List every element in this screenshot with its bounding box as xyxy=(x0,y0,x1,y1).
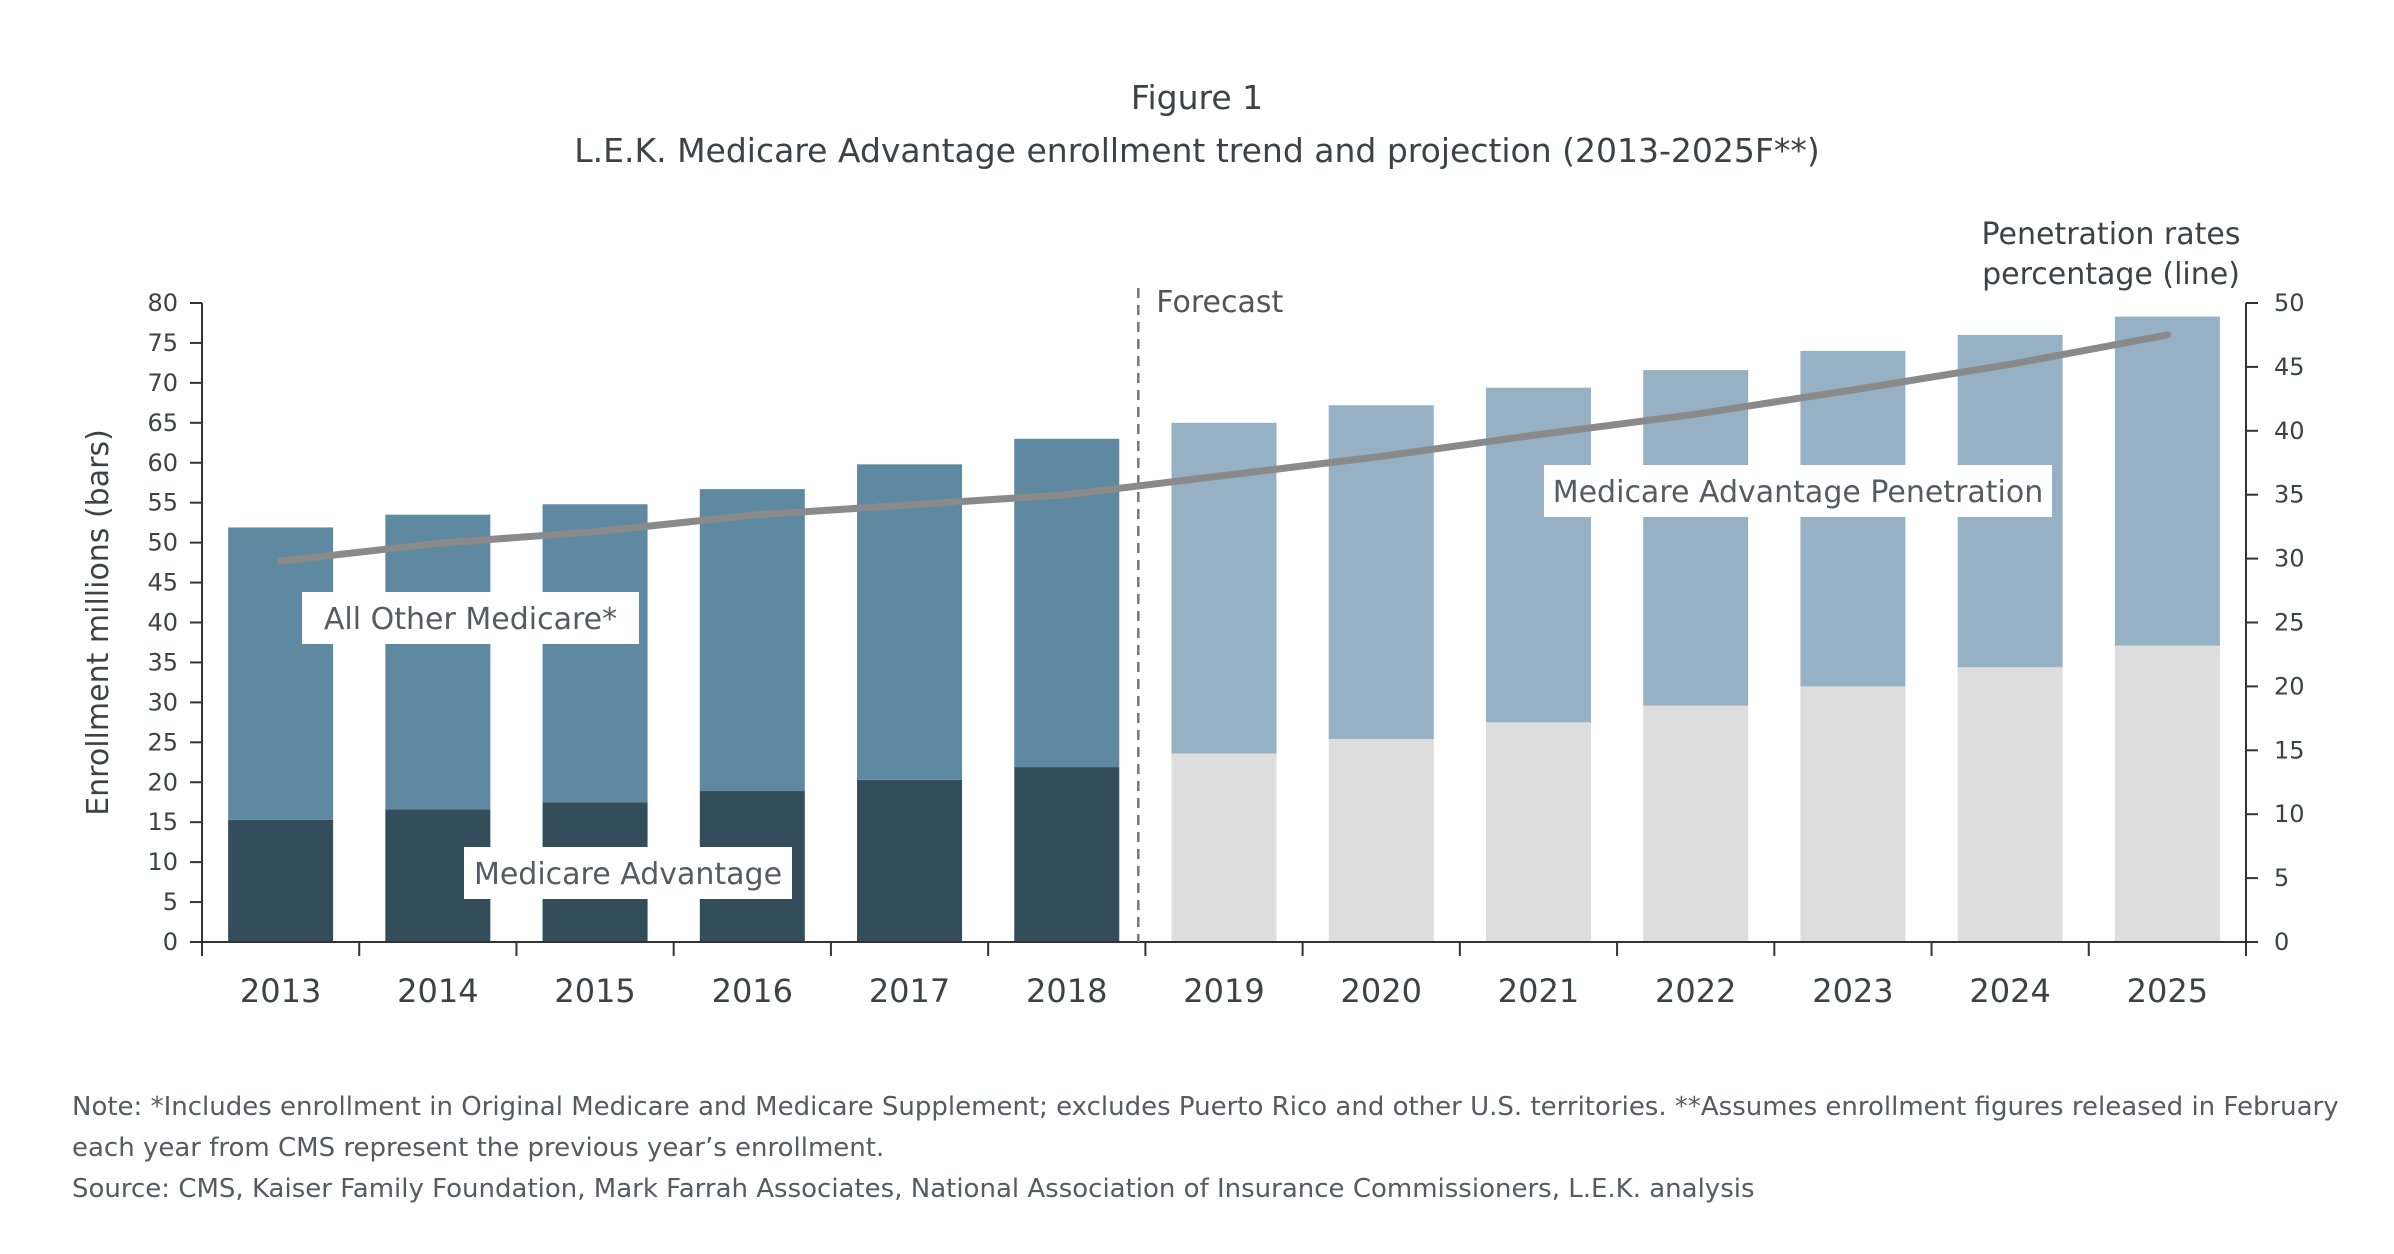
y-tick-label: 80 xyxy=(147,289,178,317)
y2-axis-title-line-1: Penetration rates xyxy=(1982,217,2241,252)
x-tick-label: 2018 xyxy=(1026,972,1107,1010)
x-tick-label: 2015 xyxy=(554,972,635,1010)
bar-all-other-medicare-2015 xyxy=(542,504,648,803)
x-tick-label: 2020 xyxy=(1341,972,1422,1010)
bar-medicare-advantage-2024 xyxy=(1957,667,2063,942)
y-tick-label: 55 xyxy=(147,489,178,517)
penetration-label-box xyxy=(1544,465,2052,517)
bar-medicare-advantage-2019 xyxy=(1171,753,1277,942)
y-tick-label: 45 xyxy=(147,569,178,597)
y2-axis-title-line-2: percentage (line) xyxy=(1982,257,2240,292)
y2-tick-label: 30 xyxy=(2274,545,2305,573)
y-tick-label: 30 xyxy=(147,688,178,716)
bar-medicare-advantage-2017 xyxy=(857,779,963,942)
x-tick-label: 2025 xyxy=(2127,972,2208,1010)
medicare-advantage-label: Medicare Advantage xyxy=(474,857,782,892)
all-other-medicare-label-box xyxy=(302,592,639,644)
source-line: Source: CMS, Kaiser Family Foundation, M… xyxy=(72,1174,1755,1204)
bar-all-other-medicare-2022 xyxy=(1643,370,1749,706)
y-tick-label: 70 xyxy=(147,369,178,397)
bar-medicare-advantage-2021 xyxy=(1485,722,1591,942)
penetration-label: Medicare Advantage Penetration xyxy=(1553,475,2044,510)
figure-label: Figure 1 xyxy=(1130,78,1264,117)
bar-medicare-advantage-2020 xyxy=(1328,739,1434,942)
y2-tick-label: 45 xyxy=(2274,353,2305,381)
bar-medicare-advantage-2025 xyxy=(2114,645,2220,942)
note-line-1: Note: *Includes enrollment in Original M… xyxy=(72,1092,2339,1122)
y-tick-label: 60 xyxy=(147,449,178,477)
y-tick-label: 25 xyxy=(147,728,178,756)
y2-tick-label: 15 xyxy=(2274,736,2305,764)
y-tick-label: 75 xyxy=(147,329,178,357)
y-tick-label: 20 xyxy=(147,768,178,796)
bar-all-other-medicare-2025 xyxy=(2114,316,2220,646)
y2-tick-label: 5 xyxy=(2274,864,2289,892)
x-tick-label: 2017 xyxy=(869,972,950,1010)
x-tick-label: 2023 xyxy=(1812,972,1893,1010)
y-tick-label: 0 xyxy=(163,928,178,956)
y2-tick-label: 25 xyxy=(2274,609,2305,637)
chart-title: L.E.K. Medicare Advantage enrollment tre… xyxy=(574,131,1820,170)
bar-medicare-advantage-2018 xyxy=(1014,767,1120,942)
bar-all-other-medicare-2023 xyxy=(1800,350,1906,687)
x-tick-label: 2022 xyxy=(1655,972,1736,1010)
y-tick-label: 10 xyxy=(147,848,178,876)
y-tick-label: 65 xyxy=(147,409,178,437)
y-tick-label: 50 xyxy=(147,529,178,557)
forecast-label: Forecast xyxy=(1156,285,1283,320)
bar-all-other-medicare-2013 xyxy=(228,527,334,820)
bar-medicare-advantage-2013 xyxy=(228,819,334,942)
y2-tick-label: 50 xyxy=(2274,289,2305,317)
x-tick-label: 2019 xyxy=(1183,972,1264,1010)
y2-tick-label: 40 xyxy=(2274,417,2305,445)
bar-all-other-medicare-2021 xyxy=(1485,387,1591,723)
x-tick-label: 2024 xyxy=(1969,972,2050,1010)
y-tick-label: 35 xyxy=(147,648,178,676)
y2-tick-label: 0 xyxy=(2274,928,2289,956)
y2-tick-label: 20 xyxy=(2274,672,2305,700)
y-axis-title: Enrollment millions (bars) xyxy=(81,429,116,816)
bar-all-other-medicare-2016 xyxy=(699,489,805,792)
bar-medicare-advantage-2023 xyxy=(1800,686,1906,942)
y-tick-label: 15 xyxy=(147,808,178,836)
bar-all-other-medicare-2014 xyxy=(385,514,491,810)
x-tick-label: 2016 xyxy=(712,972,793,1010)
note-line-2: each year from CMS represent the previou… xyxy=(72,1133,885,1163)
y2-tick-label: 10 xyxy=(2274,800,2305,828)
penetration-line xyxy=(277,331,2171,565)
medicare-advantage-label-box xyxy=(464,847,792,899)
bar-medicare-advantage-2022 xyxy=(1643,705,1749,942)
y-tick-label: 5 xyxy=(163,888,178,916)
x-tick-label: 2014 xyxy=(397,972,478,1010)
x-tick-label: 2021 xyxy=(1498,972,1579,1010)
y-tick-label: 40 xyxy=(147,609,178,637)
bar-all-other-medicare-2017 xyxy=(857,464,963,780)
all-other-medicare-label: All Other Medicare* xyxy=(324,602,617,637)
x-tick-label: 2013 xyxy=(240,972,321,1010)
y2-tick-label: 35 xyxy=(2274,481,2305,509)
